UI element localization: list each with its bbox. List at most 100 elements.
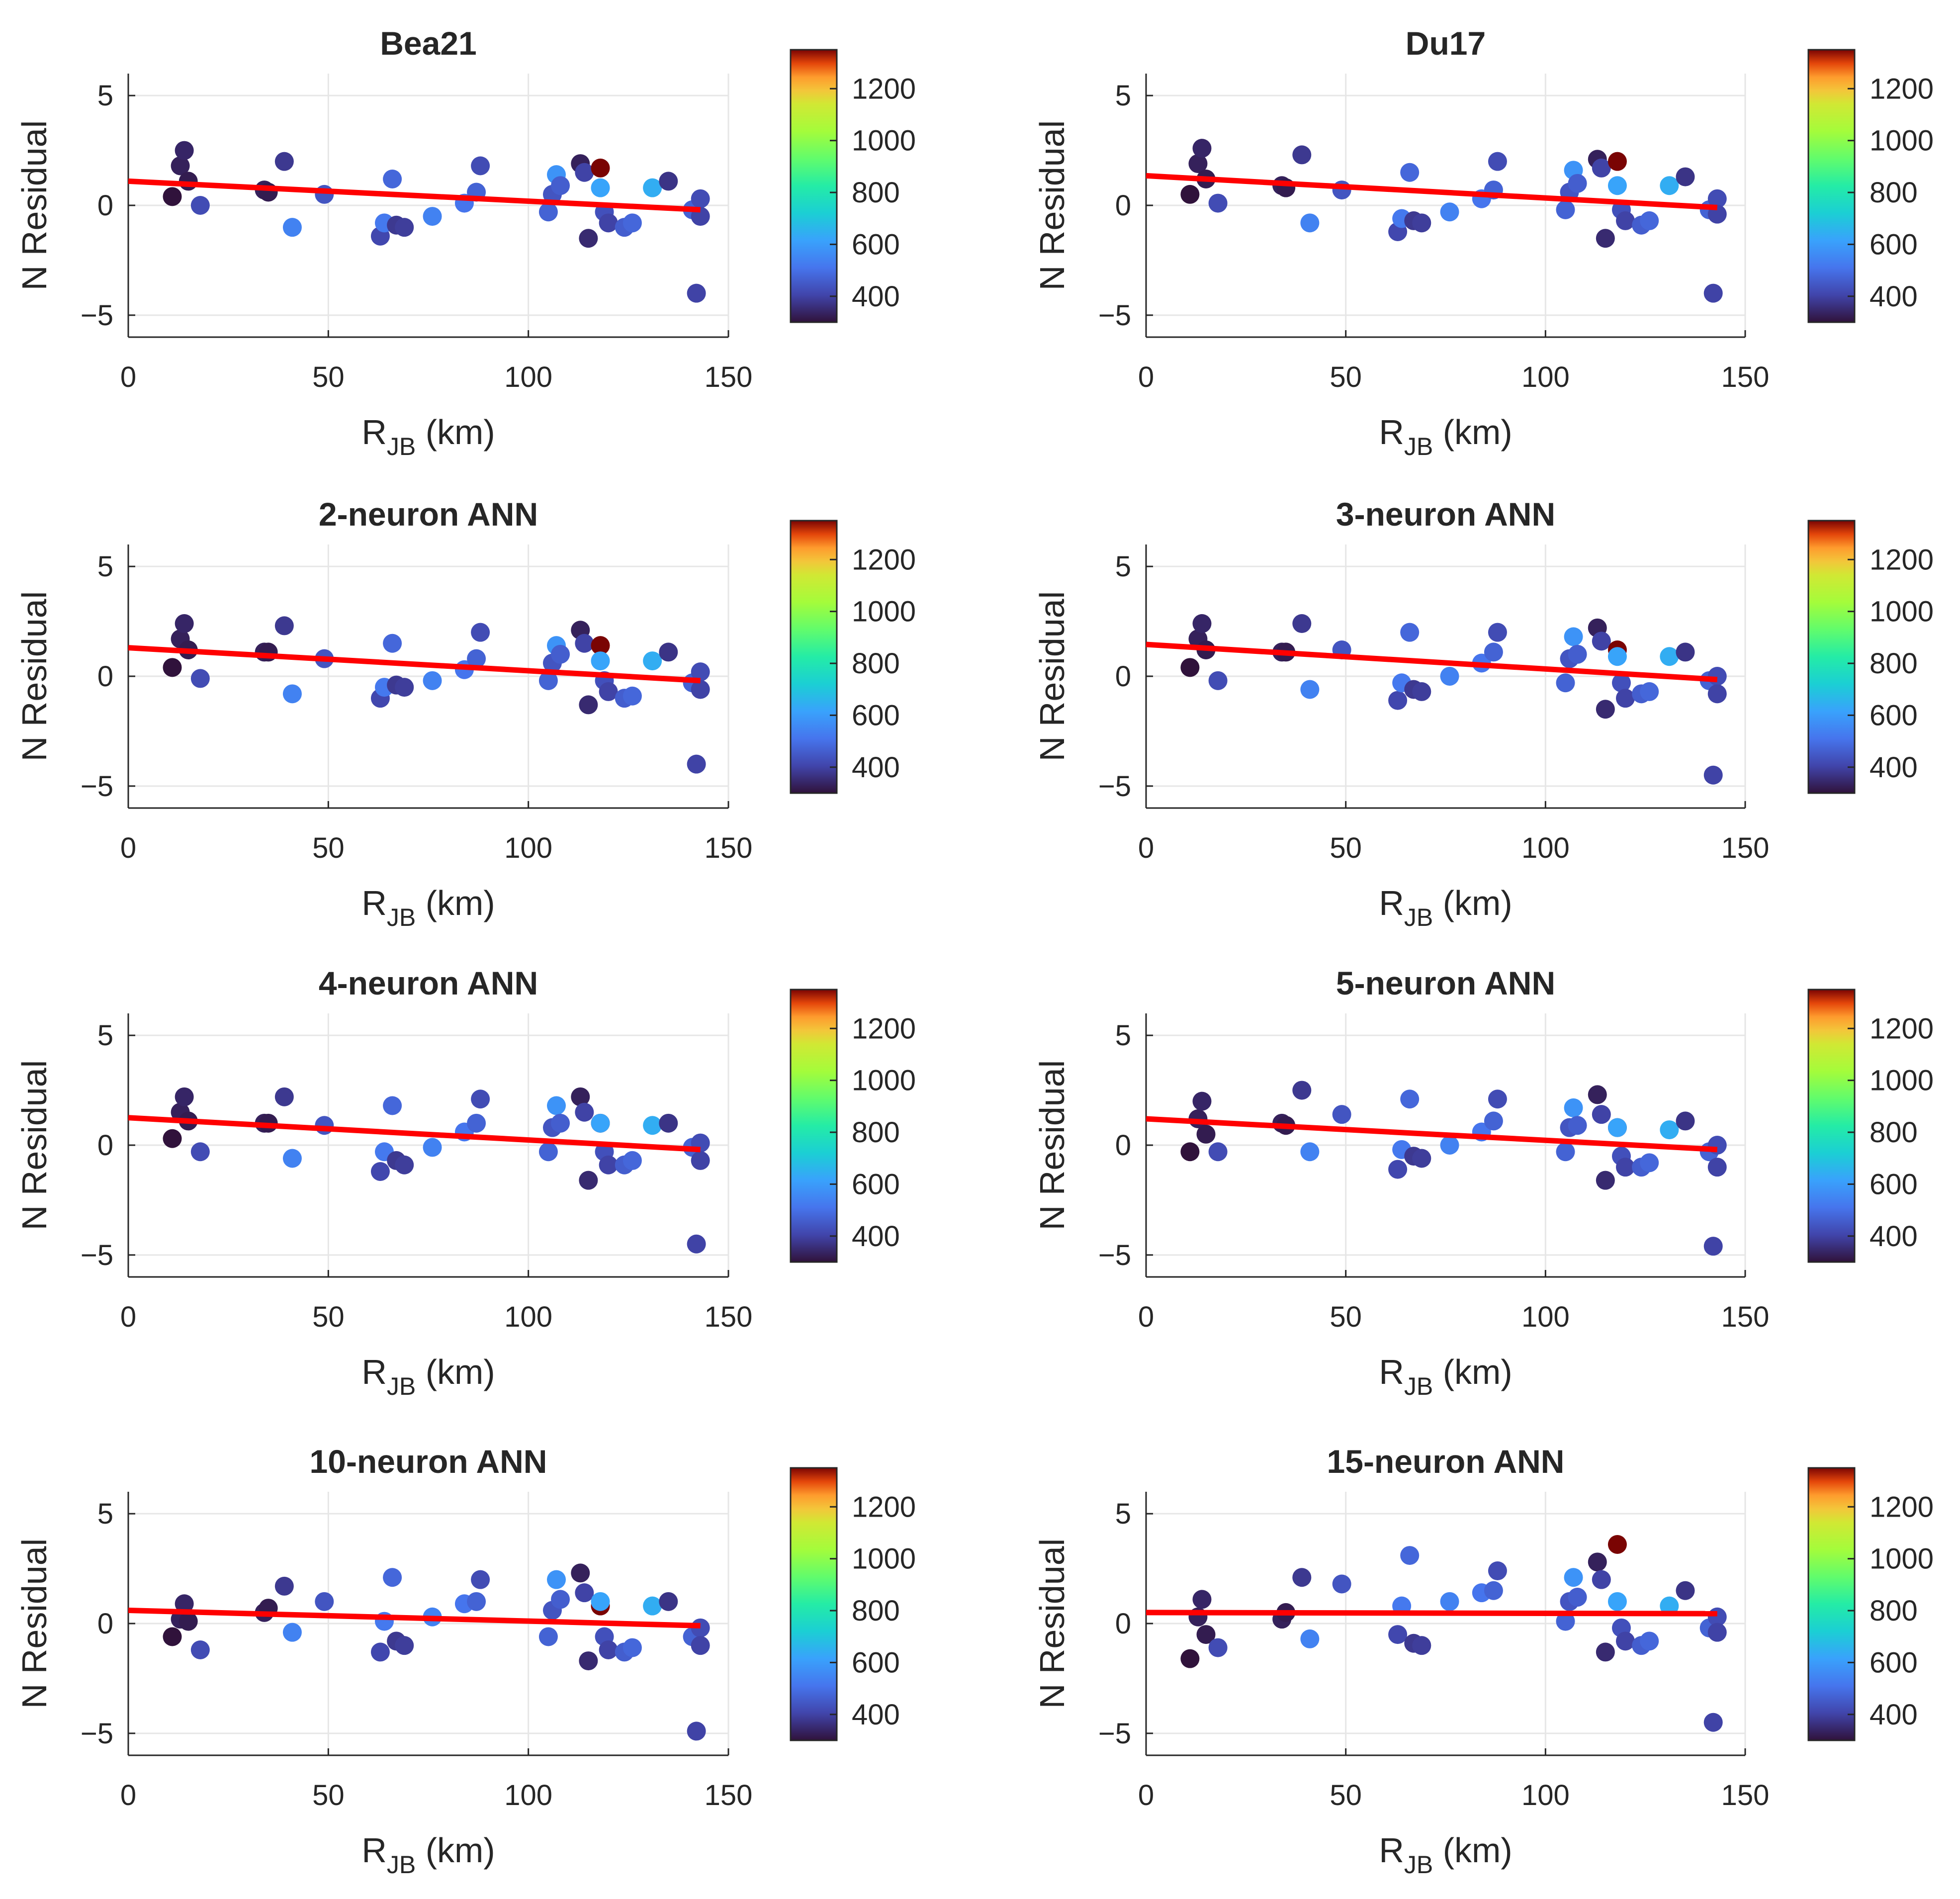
data-point <box>1196 1124 1216 1144</box>
data-point <box>1412 682 1431 701</box>
data-point <box>591 636 610 655</box>
data-point <box>643 1116 662 1135</box>
colorbar <box>790 1467 838 1741</box>
colorbar-tick-label: 800 <box>1870 1595 1918 1627</box>
data-point <box>1208 1638 1228 1657</box>
y-tick-label: 5 <box>1115 1019 1131 1052</box>
data-point <box>591 178 610 197</box>
colorbar <box>790 989 838 1263</box>
data-point <box>315 184 334 204</box>
data-point <box>1640 1153 1659 1173</box>
y-tick-label: 5 <box>97 550 113 583</box>
data-point <box>538 1142 558 1162</box>
data-point <box>178 1612 198 1631</box>
colorbar-tick-label: 1200 <box>1870 1491 1934 1523</box>
data-point <box>1484 1111 1503 1131</box>
y-tick-label: 0 <box>97 1129 113 1162</box>
colorbar <box>1807 520 1856 794</box>
x-axis-label: RJB (km) <box>1379 1353 1512 1400</box>
data-point <box>1488 152 1507 171</box>
y-tick-label: −5 <box>1098 1239 1131 1271</box>
colorbar-tick-label: 400 <box>1870 1699 1918 1731</box>
colorbar-tick-label: 1000 <box>1870 596 1934 628</box>
data-point <box>1300 1142 1320 1162</box>
colorbar-tick-label: 800 <box>1870 647 1918 680</box>
data-point <box>1412 1149 1431 1168</box>
colorbar-tick-label: 800 <box>1870 177 1918 209</box>
data-point <box>1568 1588 1587 1607</box>
data-point <box>1596 1642 1615 1662</box>
data-point <box>190 1142 210 1162</box>
trend-line <box>1146 173 1718 210</box>
x-tick-label: 150 <box>705 1779 753 1811</box>
data-point <box>163 658 182 677</box>
y-axis-label: N Residual <box>15 120 54 290</box>
y-tick-label: −5 <box>1098 299 1131 332</box>
data-point <box>1592 158 1611 178</box>
y-tick-label: 5 <box>97 1019 113 1052</box>
data-point <box>1400 623 1420 642</box>
data-point <box>370 1642 390 1662</box>
x-tick-label: 50 <box>312 1779 345 1811</box>
data-point <box>1640 211 1659 230</box>
colorbar-tick-label: 1200 <box>1870 73 1934 105</box>
panel-title: 15-neuron ANN <box>1327 1443 1565 1480</box>
data-point <box>1707 667 1727 686</box>
data-point <box>1703 1237 1723 1256</box>
x-tick-label: 150 <box>1721 832 1770 864</box>
data-point <box>1707 1158 1727 1177</box>
x-tick-label: 50 <box>1330 1779 1362 1811</box>
colorbar-tick-label: 800 <box>852 177 900 209</box>
x-tick-label: 100 <box>1521 361 1570 393</box>
data-point <box>1412 213 1431 233</box>
data-point <box>1564 1098 1583 1117</box>
data-point <box>599 213 618 233</box>
data-point <box>643 178 662 197</box>
y-axis-label: N Residual <box>1033 591 1071 761</box>
data-point <box>282 1149 302 1168</box>
data-point <box>1660 1120 1679 1140</box>
data-point <box>1596 229 1615 248</box>
data-point <box>171 156 190 176</box>
colorbar-tick-label: 1000 <box>1870 1065 1934 1097</box>
data-point <box>623 213 642 233</box>
data-point <box>623 1151 642 1170</box>
data-point <box>471 1570 490 1589</box>
data-point <box>546 1570 566 1589</box>
x-axis-label: RJB (km) <box>1379 1831 1512 1879</box>
data-point <box>163 1627 182 1646</box>
data-point <box>370 1162 390 1181</box>
data-point <box>1703 283 1723 303</box>
data-point <box>383 1568 402 1587</box>
data-point <box>1556 673 1575 693</box>
colorbar-tick-label: 1200 <box>1870 1012 1934 1045</box>
colorbar-tick-label: 400 <box>852 751 900 784</box>
data-point <box>691 1636 710 1655</box>
data-point <box>599 1155 618 1175</box>
data-point <box>1388 691 1408 710</box>
colorbar-tick-label: 600 <box>1870 1646 1918 1679</box>
panel-title: 10-neuron ANN <box>310 1443 547 1480</box>
colorbar-tick-label: 400 <box>1870 1220 1918 1253</box>
trend-line <box>128 1608 701 1628</box>
y-tick-label: 0 <box>97 660 113 693</box>
data-point <box>1300 680 1320 699</box>
data-point <box>1660 1596 1679 1616</box>
data-point <box>1192 1590 1212 1609</box>
data-point <box>575 1102 594 1122</box>
data-point <box>643 1596 662 1616</box>
colorbar <box>1807 989 1856 1263</box>
data-point <box>1611 673 1631 693</box>
x-tick-label: 100 <box>1521 832 1570 864</box>
data-point <box>175 141 194 160</box>
data-point <box>575 633 594 653</box>
data-point <box>1564 1568 1583 1587</box>
y-tick-label: −5 <box>1098 770 1131 803</box>
data-point <box>1607 176 1627 195</box>
colorbar-tick-label: 600 <box>1870 228 1918 261</box>
colorbar <box>1807 1467 1856 1741</box>
